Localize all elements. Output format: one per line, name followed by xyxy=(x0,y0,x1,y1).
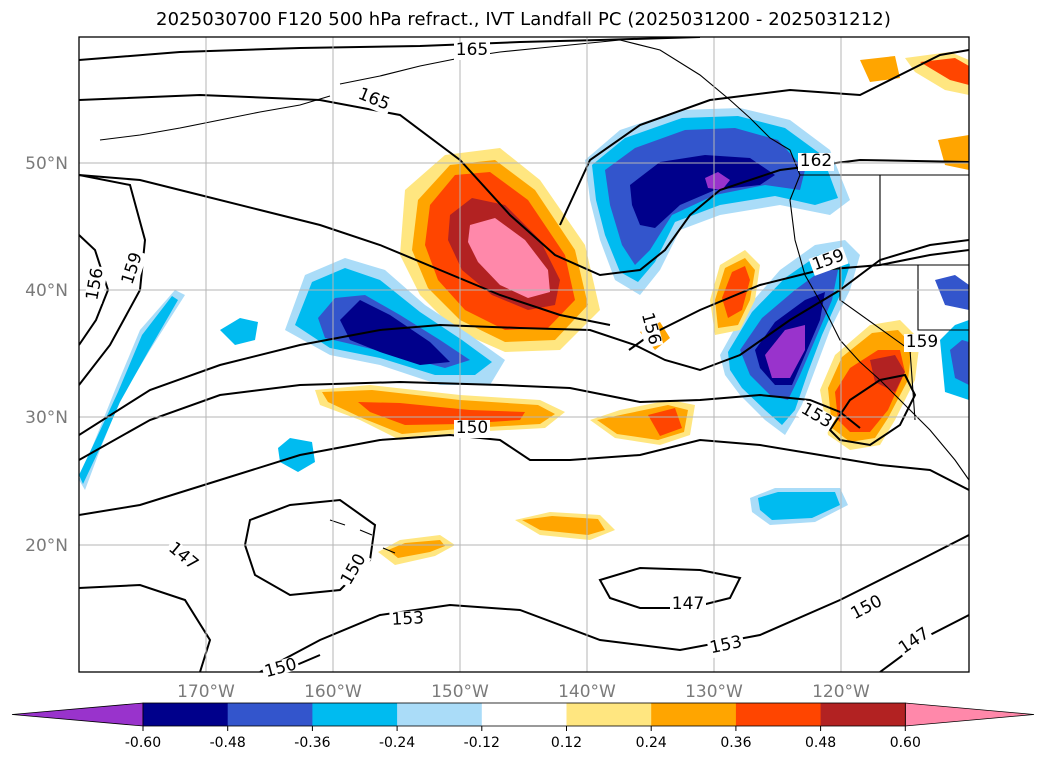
lat-label-30n: 30°N xyxy=(25,408,68,428)
alaska-coast xyxy=(339,39,969,481)
coastlines xyxy=(99,39,969,554)
contour-153-loop xyxy=(828,373,917,447)
colorbar-tick-label: -0.24 xyxy=(379,735,415,751)
cold-anomaly-west-edge-2 xyxy=(79,296,178,484)
map-background xyxy=(79,37,969,672)
contour-165-a xyxy=(79,37,701,61)
contour-label: 159 xyxy=(906,332,938,352)
lon-label-150w: 150°W xyxy=(431,682,489,702)
contour-153 xyxy=(259,534,969,672)
cold-anomaly-edge-east-3 xyxy=(935,275,969,310)
cold-anomaly-west-4 xyxy=(340,300,450,365)
lon-label-140w: 140°W xyxy=(558,682,616,702)
contour-150-top xyxy=(79,380,861,461)
contour-label: 165 xyxy=(456,40,488,60)
colorbar-extend-min xyxy=(11,702,144,727)
colorbar-tick-label: 0.36 xyxy=(720,735,751,751)
colorbar-segment xyxy=(735,703,822,726)
lon-label-170w: 170°W xyxy=(177,682,235,702)
contour-162 xyxy=(79,174,611,326)
warm-anomaly-or-3 xyxy=(722,266,750,318)
contour-165-b xyxy=(79,93,969,277)
latitude-labels: 50°N 40°N 30°N 20°N xyxy=(25,154,68,556)
warm-anomaly-nw-5 xyxy=(468,218,550,298)
colorbar-extend-max xyxy=(904,702,1035,727)
state-borders-2 xyxy=(839,265,916,421)
cold-anomaly-ne-pacific xyxy=(220,318,258,345)
colorbar-tick-label: -0.48 xyxy=(210,735,246,751)
contour-label: 150 xyxy=(456,418,488,438)
warm-anomaly-canada-3 xyxy=(920,58,969,85)
colorbar-segment xyxy=(481,703,567,726)
cold-anomaly-hawaii-north xyxy=(278,438,315,472)
warm-anomaly-socal-4 xyxy=(870,355,905,392)
colorbar-segment xyxy=(143,703,229,726)
colorbar-tick-label: 0.48 xyxy=(805,735,836,751)
shaded-anomalies xyxy=(79,52,969,565)
colorbar-segment xyxy=(651,703,737,726)
state-borders xyxy=(879,175,969,266)
cold-anomaly-130w-25n-2 xyxy=(758,492,840,520)
contour-159-north xyxy=(559,49,969,226)
colorbar-segment xyxy=(227,703,313,726)
contour-150-south xyxy=(79,433,969,516)
cold-anomaly-edge-east-2 xyxy=(950,340,969,385)
longitude-labels: 170°W 160°W 150°W 140°W 130°W 120°W xyxy=(177,682,870,702)
cold-anomaly-goa-5 xyxy=(705,172,730,190)
colorbar-segment xyxy=(312,703,398,726)
colorbar-tick-label: 0.60 xyxy=(890,735,921,751)
contour-label: 147 xyxy=(672,594,704,614)
colorbar-segment xyxy=(820,703,906,726)
colorbar-segment xyxy=(397,703,483,726)
cold-anomaly-ca-5 xyxy=(765,325,805,378)
colorbar-segment xyxy=(566,703,652,726)
lon-label-120w: 120°W xyxy=(812,682,870,702)
warm-band-subtropical-3 xyxy=(358,402,525,425)
colorbar-tick-label: 0.24 xyxy=(636,735,667,751)
colorbar-frame xyxy=(142,702,906,727)
aleutians xyxy=(99,95,331,141)
lat-label-50n: 50°N xyxy=(25,154,68,174)
lon-label-160w: 160°W xyxy=(304,682,362,702)
warm-anomaly-canada xyxy=(860,56,900,82)
map-frame xyxy=(78,36,970,673)
colorbar-tick-label: 0.12 xyxy=(551,735,582,751)
warm-anomaly-140w-3 xyxy=(648,408,682,436)
contour-147-loop xyxy=(598,566,742,609)
warm-anomaly-20n-2 xyxy=(522,516,605,535)
contour-label: 153 xyxy=(391,608,424,630)
contour-label: 162 xyxy=(800,151,832,171)
lon-label-130w: 130°W xyxy=(685,682,743,702)
map-title: 2025030700 F120 500 hPa refract., IVT La… xyxy=(156,9,891,30)
colorbar-tick-label: -0.36 xyxy=(294,735,330,751)
lat-label-20n: 20°N xyxy=(25,536,68,556)
colorbar: -0.60 -0.48 -0.36 -0.24 -0.12 0.12 0.24 0.36 0.4… xyxy=(11,702,1035,751)
state-borders-3 xyxy=(917,265,969,331)
lat-label-40n: 40°N xyxy=(25,281,68,301)
colorbar-tick-label: -0.60 xyxy=(125,735,161,751)
cold-anomaly-goa-4 xyxy=(630,155,775,228)
colorbar-tick-label: -0.12 xyxy=(464,735,500,751)
contour-147-west xyxy=(79,583,212,672)
